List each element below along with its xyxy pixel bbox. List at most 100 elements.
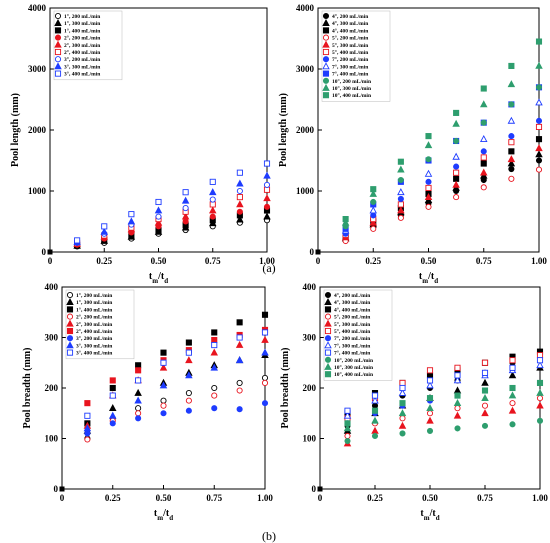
data-point bbox=[426, 416, 434, 424]
y-tick-label: 1000 bbox=[28, 186, 47, 196]
data-point bbox=[535, 157, 543, 164]
legend-entry: 10°, 400 mL/min bbox=[332, 92, 371, 99]
data-point bbox=[479, 100, 488, 108]
data-point bbox=[535, 38, 543, 45]
data-point bbox=[535, 123, 543, 130]
data-point bbox=[236, 215, 244, 223]
data-point bbox=[261, 348, 269, 356]
data-point bbox=[343, 411, 352, 419]
data-point bbox=[185, 371, 193, 379]
data-point bbox=[452, 180, 460, 188]
data-point bbox=[181, 196, 190, 204]
x-tick-label: 0.75 bbox=[477, 493, 493, 503]
legend-marker bbox=[322, 92, 330, 99]
data-point bbox=[453, 137, 460, 145]
data-point bbox=[453, 386, 462, 394]
x-tick-label: 0.50 bbox=[422, 493, 438, 503]
data-point bbox=[135, 367, 142, 374]
data-point bbox=[84, 430, 91, 437]
data-point bbox=[344, 420, 351, 427]
legend-marker bbox=[54, 12, 62, 20]
data-point bbox=[159, 381, 168, 389]
data-point bbox=[507, 116, 516, 124]
series-8 bbox=[343, 361, 544, 419]
legend-entry: 5°, 400 mL/min bbox=[332, 49, 368, 56]
chart-panel-2: 0 0.25 0.50 0.75 1.00 0 1000 2000 3000 4000 tm/td P… bbox=[278, 3, 547, 285]
x-tick-label: 0.25 bbox=[105, 493, 121, 503]
data-point bbox=[479, 134, 488, 143]
data-point bbox=[160, 410, 167, 417]
data-point bbox=[480, 184, 487, 191]
data-point bbox=[479, 168, 488, 176]
legend-marker bbox=[54, 48, 62, 56]
y-tick-label: 300 bbox=[303, 333, 317, 343]
data-point bbox=[507, 155, 516, 163]
legend-marker bbox=[322, 27, 330, 34]
data-point bbox=[425, 184, 432, 192]
legend-marker bbox=[66, 306, 74, 313]
data-point bbox=[536, 401, 544, 409]
x-axis-label: tm/td bbox=[154, 508, 173, 522]
legend-entry: 10°, 300 mL/min bbox=[332, 85, 371, 92]
data-point bbox=[182, 218, 189, 225]
series-12 bbox=[342, 38, 543, 223]
data-point bbox=[209, 196, 216, 203]
data-point bbox=[535, 84, 543, 91]
x-tick-label: 1.00 bbox=[531, 256, 547, 266]
data-point bbox=[425, 133, 432, 140]
x-tick-label: 0.50 bbox=[151, 256, 167, 266]
legend-marker bbox=[66, 319, 74, 327]
data-point bbox=[453, 376, 462, 384]
data-point bbox=[261, 329, 269, 336]
data-point bbox=[235, 356, 244, 364]
data-point bbox=[160, 397, 167, 404]
data-point bbox=[509, 400, 516, 407]
data-point bbox=[83, 424, 92, 432]
data-point bbox=[536, 388, 544, 396]
data-point bbox=[509, 421, 516, 428]
legend-marker bbox=[66, 291, 74, 299]
legend-marker bbox=[324, 362, 332, 370]
legend-marker bbox=[66, 327, 74, 335]
data-point bbox=[210, 348, 219, 356]
data-point bbox=[127, 217, 136, 225]
data-point bbox=[509, 357, 516, 364]
data-point bbox=[84, 400, 91, 407]
series-9 bbox=[84, 329, 269, 419]
data-point bbox=[425, 203, 432, 210]
legend-entry: 7°, 300 mL/min bbox=[334, 342, 370, 349]
legend-marker bbox=[324, 306, 332, 313]
y-tick-label: 0 bbox=[310, 247, 315, 257]
y-tick-label: 400 bbox=[45, 282, 59, 292]
legend-box bbox=[65, 289, 135, 360]
data-point bbox=[134, 388, 142, 396]
data-point bbox=[399, 379, 406, 387]
series-4 bbox=[342, 166, 543, 245]
legend-entry: 10°, 200 mL/min bbox=[334, 357, 373, 364]
data-point bbox=[536, 361, 544, 369]
data-point bbox=[397, 206, 405, 214]
data-point bbox=[426, 410, 434, 417]
data-point bbox=[424, 141, 433, 149]
legend-entry: 3°, 400 mL/min bbox=[76, 350, 112, 357]
legend-box bbox=[323, 289, 393, 381]
data-point bbox=[398, 421, 407, 429]
data-point bbox=[371, 426, 379, 434]
data-point bbox=[426, 381, 434, 389]
data-point bbox=[397, 195, 404, 202]
data-point bbox=[263, 181, 271, 188]
data-point bbox=[211, 405, 218, 412]
data-point bbox=[343, 424, 352, 432]
data-point bbox=[236, 194, 243, 201]
x-tick-label: 0.75 bbox=[205, 256, 221, 266]
legend-entry: 2°, 200 mL/min bbox=[64, 35, 100, 42]
data-point bbox=[399, 430, 406, 437]
data-point bbox=[101, 223, 108, 230]
legend-entry: 3°, 200 mL/min bbox=[76, 335, 112, 342]
data-point bbox=[481, 369, 489, 376]
y-tick-label: 4000 bbox=[28, 3, 47, 13]
legend-entry: 10°, 400 mL/min bbox=[334, 371, 373, 378]
legend-marker bbox=[324, 298, 332, 306]
